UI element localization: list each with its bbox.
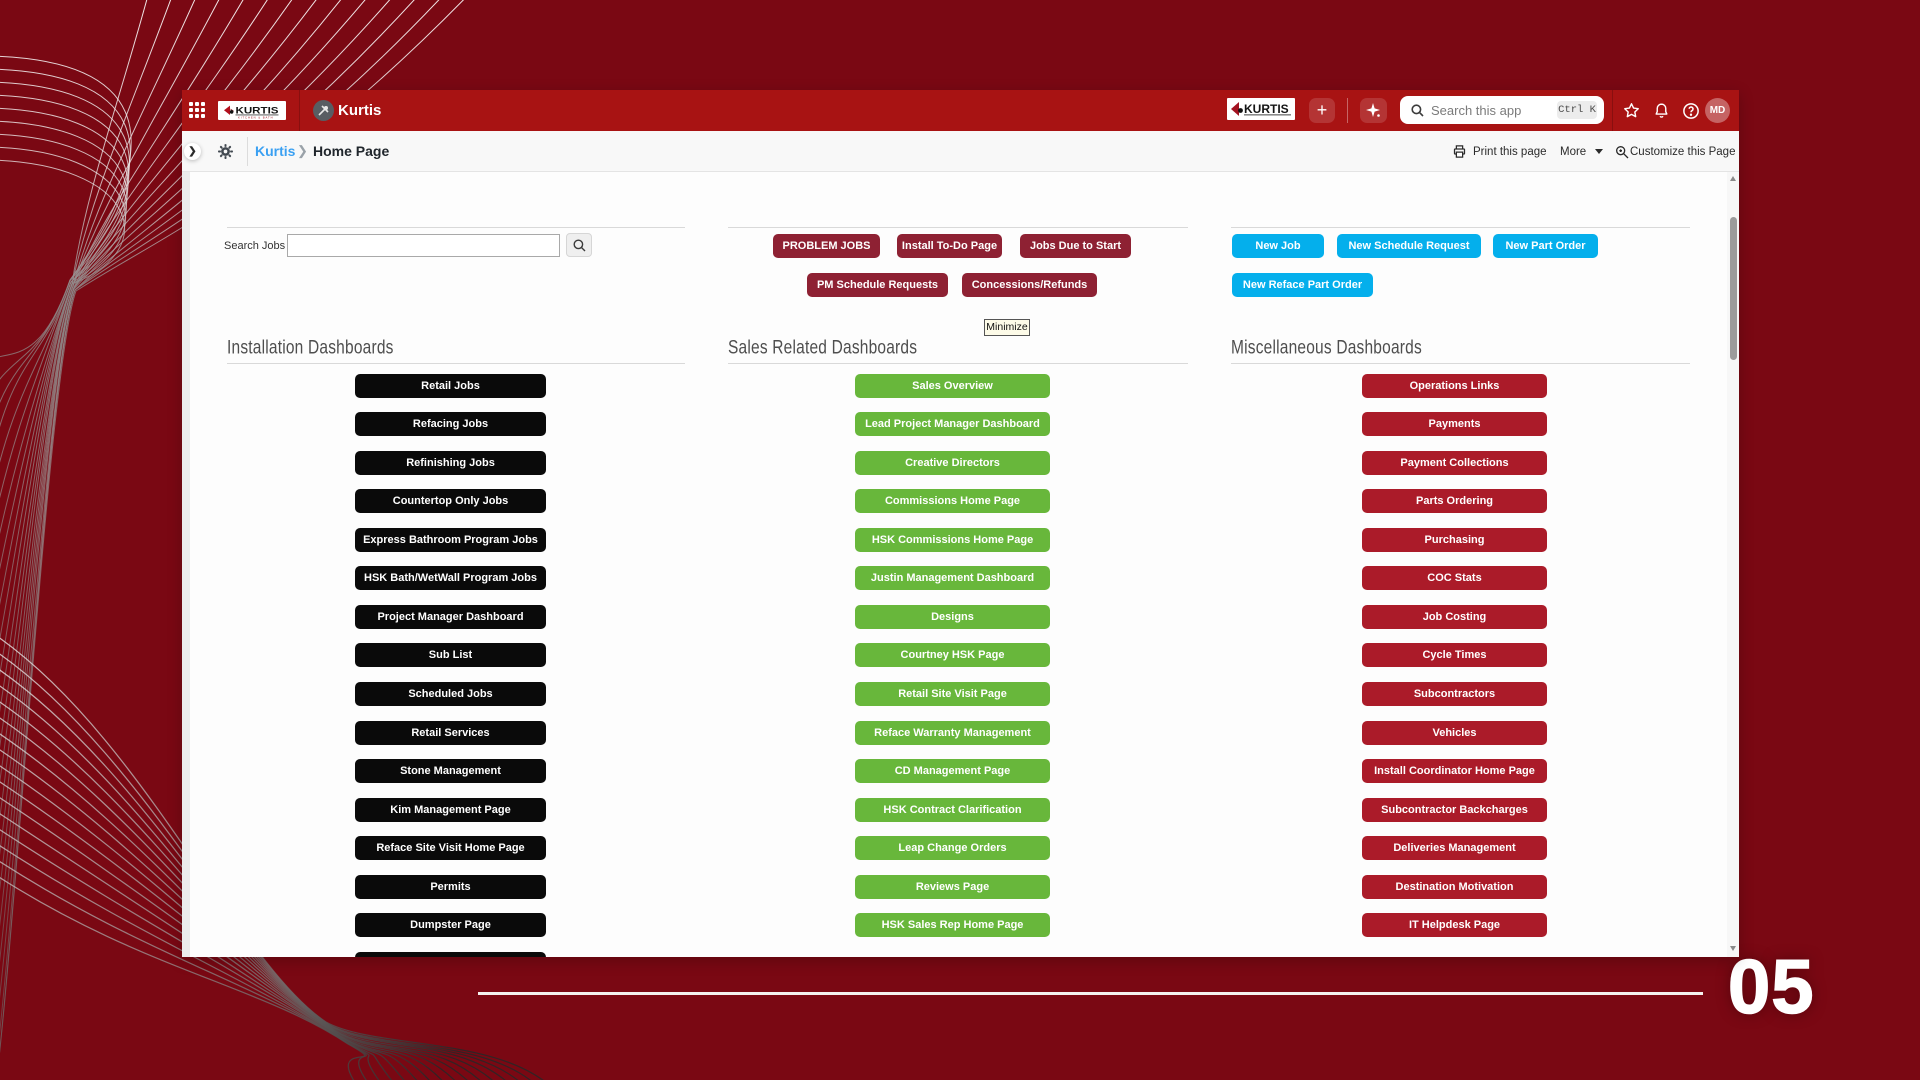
svg-text:KITCHEN & BATH: KITCHEN & BATH xyxy=(238,115,274,119)
svg-text:KURTIS: KURTIS xyxy=(1244,102,1289,116)
svg-text:KURTIS: KURTIS xyxy=(236,105,279,115)
